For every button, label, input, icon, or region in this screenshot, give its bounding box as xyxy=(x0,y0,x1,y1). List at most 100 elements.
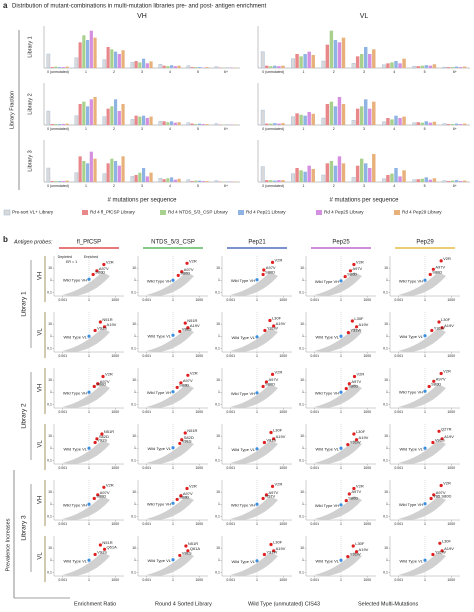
y-tick-label: 10 xyxy=(48,322,52,326)
bar xyxy=(273,65,277,68)
x-tick-label: 1 xyxy=(340,578,342,582)
bar xyxy=(337,42,342,68)
y-tick-label: 1 xyxy=(134,334,136,338)
point-label: V91S xyxy=(182,326,192,331)
bar xyxy=(454,66,459,68)
x-tick-label: 1000 xyxy=(279,410,287,414)
x-axis-label: # mutations per sequence xyxy=(329,198,399,204)
bar xyxy=(386,175,390,182)
y-tick-label: 10 xyxy=(384,490,388,494)
x-tick-label: 3 xyxy=(141,70,143,74)
bar xyxy=(177,178,181,182)
bar xyxy=(368,168,372,182)
x-tick-label: 1000 xyxy=(195,410,203,414)
x-tick-label: 1000 xyxy=(447,578,455,582)
point-label: V91S xyxy=(182,438,192,443)
library-cloud xyxy=(62,384,110,408)
x-tick-label: 1 xyxy=(424,578,426,582)
x-tick-label: 1 xyxy=(340,522,342,526)
point-label: A97V xyxy=(268,377,278,382)
bar xyxy=(142,115,146,125)
bar xyxy=(303,115,307,125)
library-cloud xyxy=(146,552,194,576)
mutation-point xyxy=(178,329,182,334)
x-axis-label: # mutations per sequence xyxy=(107,198,177,204)
x-tick-label: 5 xyxy=(197,127,199,131)
point-label: V91S xyxy=(97,550,107,555)
y-tick-label: 10 xyxy=(384,434,388,438)
bar xyxy=(412,179,417,183)
mutation-point xyxy=(93,440,97,445)
bar xyxy=(359,158,364,182)
bar xyxy=(117,111,121,125)
y-tick-label: 10 xyxy=(216,490,220,494)
y-tick-label: 1 xyxy=(386,278,388,282)
wild-type-point xyxy=(423,446,427,450)
point-label: V91S xyxy=(182,550,192,555)
bar xyxy=(462,66,467,68)
point-label: S80D xyxy=(179,382,189,387)
x-tick-label: 1 xyxy=(340,354,342,358)
bar xyxy=(205,124,209,125)
bar xyxy=(412,122,417,126)
bar xyxy=(260,109,265,126)
bar xyxy=(86,40,90,68)
bar xyxy=(359,54,364,68)
x-tick-label: 1000 xyxy=(363,578,371,582)
x-tick-label: 4 xyxy=(169,127,171,131)
y-tick-label: 0.1 xyxy=(383,458,388,462)
y-tick-label: 1 xyxy=(50,558,52,562)
point-label: Wild Type VL xyxy=(64,334,88,339)
x-tick-label: 1 xyxy=(256,522,258,526)
bar xyxy=(333,165,338,182)
x-tick-label: 6+ xyxy=(453,184,457,188)
y-tick-label: 10 xyxy=(300,546,304,550)
mutation-point xyxy=(264,493,269,497)
x-tick-label: 2 xyxy=(333,70,335,74)
point-label: Wild Type VL xyxy=(232,559,256,564)
x-tick-label: 1 xyxy=(256,466,258,470)
chain-label: VL xyxy=(38,440,44,448)
bar xyxy=(166,66,170,68)
x-tick-label: 1 xyxy=(88,522,90,526)
legend-swatch xyxy=(82,210,88,215)
point-label: Wild Type VH xyxy=(147,278,171,283)
bar xyxy=(102,59,107,69)
x-tick-label: 1 xyxy=(424,354,426,358)
x-tick-label: 0.001 xyxy=(226,410,235,414)
bar xyxy=(82,101,86,125)
bar xyxy=(214,180,219,183)
point-label: L30F xyxy=(272,316,282,321)
bar xyxy=(114,161,118,182)
y-tick-label: 0.1 xyxy=(383,402,388,406)
bar xyxy=(281,65,285,68)
bar xyxy=(121,156,125,182)
chain-label: VH xyxy=(38,384,44,392)
library-cloud xyxy=(230,440,278,464)
point-label: Y31W xyxy=(266,550,277,555)
point-label: Wild Type VL xyxy=(232,335,256,340)
x-tick-label: 1000 xyxy=(363,354,371,358)
y-tick-label: 0.1 xyxy=(131,346,136,350)
bar xyxy=(446,181,451,182)
bar xyxy=(190,123,194,125)
bar xyxy=(428,65,433,68)
bar xyxy=(295,113,299,125)
y-tick-label: 0.1 xyxy=(299,570,304,574)
bar xyxy=(269,123,273,125)
y-tick-label: 0.1 xyxy=(131,290,136,294)
mutation-point xyxy=(270,372,275,376)
mutation-point xyxy=(269,542,273,547)
bar xyxy=(458,124,463,125)
library-cloud xyxy=(398,328,446,352)
mutation-point xyxy=(272,437,276,441)
y-tick-label: 0.1 xyxy=(47,346,52,350)
mutation-point xyxy=(184,544,188,548)
mutation-point xyxy=(432,379,436,383)
library-cloud xyxy=(146,440,194,464)
bar xyxy=(138,172,142,182)
mutation-point xyxy=(352,486,356,491)
library-label: Library 3 xyxy=(27,150,33,171)
x-tick-label: 5 xyxy=(424,127,426,131)
x-tick-label: 1000 xyxy=(111,522,119,526)
